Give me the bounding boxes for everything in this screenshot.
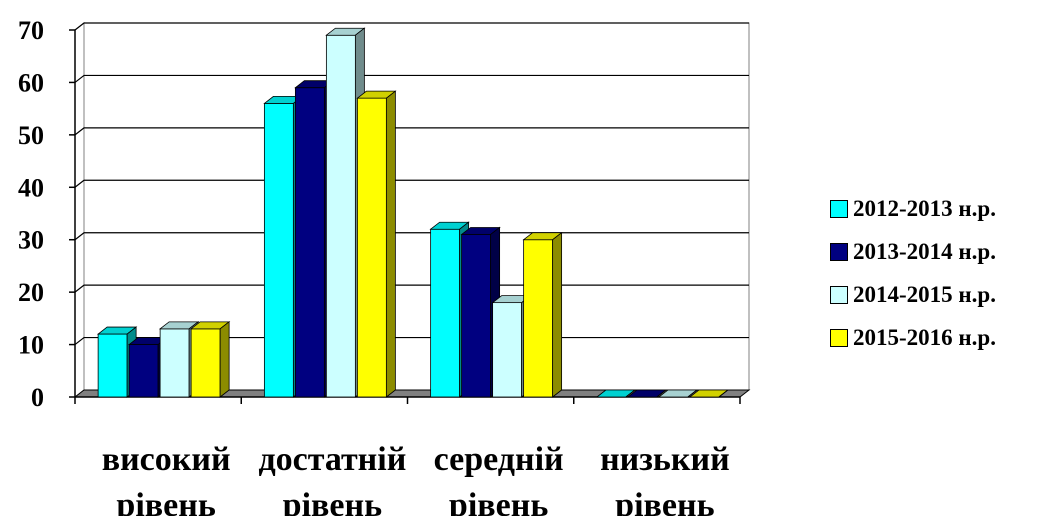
legend-label: 2014-2015 н.р. <box>853 282 996 307</box>
category-label: рівень <box>283 487 382 516</box>
category-label: низький <box>600 441 730 478</box>
bar-front <box>263 103 294 398</box>
y-tick-label: 0 <box>31 383 44 412</box>
gridline <box>74 22 749 31</box>
bar-side <box>219 321 230 398</box>
gridline <box>74 127 749 136</box>
bar <box>356 90 397 398</box>
legend-label: 2015-2016 н.р. <box>853 325 996 350</box>
bar-front <box>190 328 221 398</box>
x-axis <box>74 396 741 404</box>
bar-front <box>492 302 523 398</box>
category-label: рівень <box>615 487 714 516</box>
legend-item: 2014-2015 н.р. <box>830 280 996 310</box>
bar-front <box>461 234 492 398</box>
legend-label: 2013-2014 н.р. <box>853 239 996 264</box>
y-tick-label: 50 <box>18 121 44 150</box>
y-tick-label: 40 <box>18 173 44 202</box>
gridline <box>74 232 749 241</box>
bar <box>189 321 231 398</box>
bar-front <box>294 87 325 398</box>
category-label: рівень <box>449 487 548 516</box>
legend-swatch <box>830 243 848 261</box>
legend-item: 2013-2014 н.р. <box>830 237 996 267</box>
category-labels: високий рівень достатній рівень середній ріве… <box>102 441 730 516</box>
bar-side <box>656 389 667 398</box>
bar-side <box>552 231 563 398</box>
category-label: середній <box>434 441 564 478</box>
legend: 2012-2013 н.р. 2013-2014 н.р. 2014-2015 … <box>830 194 996 366</box>
bar-side <box>718 389 729 398</box>
bar-front <box>523 239 554 398</box>
bar <box>595 389 637 398</box>
legend-swatch <box>830 200 848 218</box>
y-axis: 0 10 20 30 40 50 60 70 <box>18 16 76 412</box>
bar-side <box>385 90 396 398</box>
legend-label: 2012-2013 н.р. <box>853 196 996 221</box>
category-label: рівень <box>116 487 215 516</box>
bar-side <box>687 389 698 398</box>
legend-item: 2012-2013 н.р. <box>830 194 996 224</box>
bar <box>626 389 668 398</box>
y-tick-label: 10 <box>18 331 44 360</box>
bar-front <box>128 344 159 398</box>
bar-front <box>97 333 128 398</box>
bar-front <box>356 97 387 398</box>
bar <box>522 231 563 398</box>
y-tick-label: 20 <box>18 278 44 307</box>
legend-swatch <box>830 286 848 304</box>
bar-front <box>325 34 356 398</box>
bar-side <box>625 389 636 398</box>
category-label: високий <box>102 441 231 478</box>
bar <box>657 389 699 398</box>
gridline <box>74 74 749 83</box>
y-tick-label: 70 <box>18 16 44 45</box>
category-label: достатній <box>258 441 406 478</box>
gridlines <box>74 22 749 346</box>
y-tick-label: 60 <box>18 68 44 97</box>
legend-item: 2015-2016 н.р. <box>830 323 996 353</box>
bar-front <box>159 328 190 398</box>
bars <box>96 27 730 398</box>
bar-front <box>430 228 461 398</box>
y-tick-label: 30 <box>18 226 44 255</box>
gridline <box>74 179 749 188</box>
bar <box>688 389 730 398</box>
legend-swatch <box>830 329 848 347</box>
